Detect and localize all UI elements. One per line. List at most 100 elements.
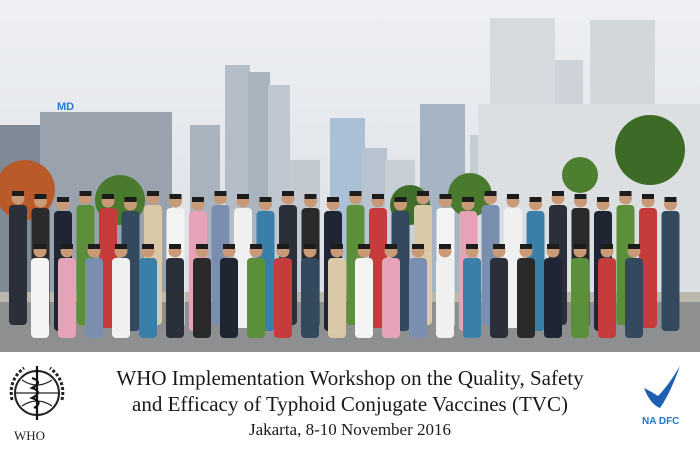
person-body [274, 258, 292, 338]
person [247, 244, 265, 338]
person [139, 244, 157, 338]
person-hair [439, 244, 451, 249]
person-body [436, 258, 454, 338]
person-body [661, 211, 680, 331]
person [112, 244, 130, 338]
person-hair [12, 191, 24, 196]
person-hair [601, 244, 613, 249]
person-hair [664, 197, 677, 202]
person-hair [88, 244, 100, 249]
tree [615, 115, 685, 185]
tree [562, 157, 598, 193]
person-hair [169, 194, 182, 199]
person-hair [277, 244, 289, 249]
person-hair [466, 244, 478, 249]
person-body [517, 258, 535, 338]
person-hair [439, 194, 452, 199]
person-hair [597, 197, 609, 202]
who-label: WHO [14, 428, 46, 443]
person-body [382, 258, 400, 338]
person-hair [142, 244, 154, 249]
person-body [625, 258, 643, 338]
person-hair [169, 244, 181, 249]
person [328, 244, 346, 338]
person-hair [79, 191, 92, 196]
person-body [639, 208, 657, 328]
person-hair [529, 197, 542, 202]
person-hair [282, 191, 294, 196]
person-hair [192, 197, 204, 202]
person-hair [304, 194, 317, 199]
person-hair [417, 191, 429, 196]
person-hair [115, 244, 127, 249]
person-hair [484, 191, 497, 196]
person-hair [57, 197, 69, 202]
person-hair [552, 191, 564, 196]
person-hair [520, 244, 532, 249]
person-hair [628, 244, 640, 249]
person-hair [237, 194, 249, 199]
person-body [193, 258, 211, 338]
person [517, 244, 535, 338]
person-hair [147, 191, 159, 196]
caption-banner: WHO WHO Implementation Workshop on the Q… [0, 352, 700, 460]
person [355, 244, 373, 338]
person-hair [547, 244, 559, 249]
title-line-2: and Efficacy of Typhoid Conjugate Vaccin… [132, 392, 568, 416]
who-emblem-logo [9, 366, 65, 420]
person [598, 244, 616, 338]
person-hair [259, 197, 272, 202]
person [58, 244, 76, 338]
person-body [571, 258, 589, 338]
person-body [112, 258, 130, 338]
person-hair [214, 191, 227, 196]
person [661, 197, 680, 331]
person-hair [250, 244, 262, 249]
person-hair [372, 194, 384, 199]
person [571, 244, 589, 338]
group-photo: MD [0, 0, 700, 352]
person [490, 244, 508, 338]
person-body [58, 258, 76, 338]
person [436, 244, 454, 338]
person-body [85, 258, 103, 338]
person-hair [493, 244, 505, 249]
person-body [409, 258, 427, 338]
person-hair [124, 197, 137, 202]
group-of-people [9, 191, 680, 338]
person-hair [61, 244, 73, 249]
person-hair [34, 194, 47, 199]
person [166, 244, 184, 338]
person-body [355, 258, 373, 338]
person-hair [223, 244, 235, 249]
person [301, 244, 319, 338]
person-hair [349, 191, 362, 196]
person-hair [394, 197, 407, 202]
person-hair [507, 194, 519, 199]
person [85, 244, 103, 338]
person [220, 244, 238, 338]
person-hair [358, 244, 370, 249]
person [274, 244, 292, 338]
person-hair [642, 194, 654, 199]
person [31, 244, 49, 338]
person-hair [462, 197, 474, 202]
person-hair [412, 244, 424, 249]
person [625, 244, 643, 338]
person [544, 244, 562, 338]
person-body [301, 258, 319, 338]
person-hair [304, 244, 316, 249]
trees [0, 115, 685, 225]
person [9, 191, 27, 325]
person-hair [331, 244, 343, 249]
person-body [220, 258, 238, 338]
person [639, 194, 657, 328]
person-body [463, 258, 481, 338]
person-hair [619, 191, 632, 196]
person-hair [34, 244, 46, 249]
person [463, 244, 481, 338]
person-body [598, 258, 616, 338]
person-hair [102, 194, 114, 199]
person-hair [196, 244, 208, 249]
